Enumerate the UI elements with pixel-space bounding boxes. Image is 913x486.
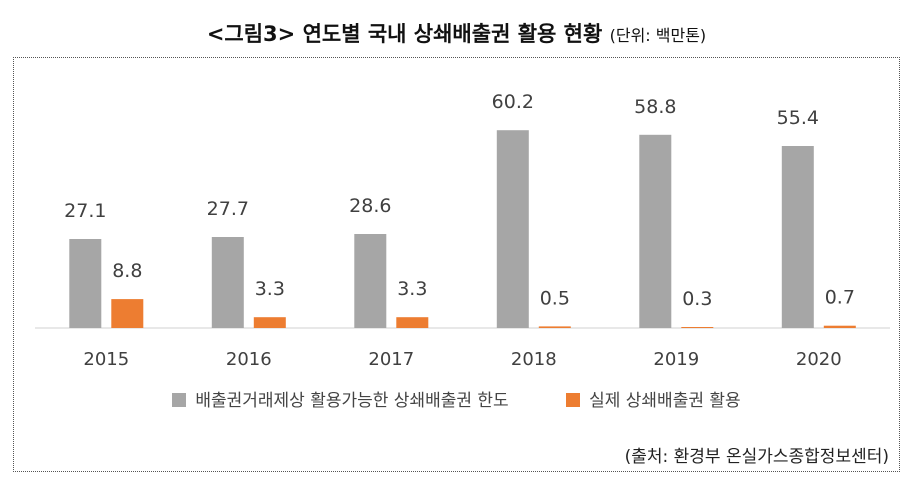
bar-actual-2016 <box>253 317 286 328</box>
legend-item-limit: 배출권거래제상 활용가능한 상쇄배출권 한도 <box>172 386 509 411</box>
data-label-actual-2016: 3.3 <box>255 278 285 300</box>
bar-limit-2019 <box>639 134 672 328</box>
bar-limit-2018 <box>496 130 529 328</box>
data-label-actual-2018: 0.5 <box>540 287 570 309</box>
legend-swatch-actual <box>566 393 581 407</box>
legend: 배출권거래제상 활용가능한 상쇄배출권 한도 실제 상쇄배출권 활용 <box>0 386 913 411</box>
bar-limit-2015 <box>69 239 102 328</box>
x-tick-label-2020: 2020 <box>796 349 842 370</box>
bar-limit-2017 <box>354 234 387 328</box>
bar-actual-2015 <box>111 299 144 328</box>
x-tick-label-2018: 2018 <box>511 349 557 370</box>
legend-label-limit: 배출권거래제상 활용가능한 상쇄배출권 한도 <box>195 391 509 411</box>
data-label-limit-2016: 27.7 <box>207 198 249 220</box>
bar-limit-2016 <box>211 237 244 328</box>
x-tick-label-2019: 2019 <box>653 349 699 370</box>
chart-frame <box>13 57 900 472</box>
chart-title: <그림3> 연도별 국내 상쇄배출권 활용 현황 (단위: 백만톤) <box>0 18 913 48</box>
bar-actual-2019 <box>681 327 714 328</box>
data-label-actual-2017: 3.3 <box>397 278 427 300</box>
x-tick-label-2015: 2015 <box>83 349 129 370</box>
data-label-actual-2019: 0.3 <box>682 288 712 310</box>
legend-swatch-limit <box>172 393 187 407</box>
bar-limit-2020 <box>781 146 814 328</box>
data-label-limit-2018: 60.2 <box>492 91 534 113</box>
x-tick-label-2017: 2017 <box>368 349 414 370</box>
bar-actual-2020 <box>823 325 856 328</box>
data-label-actual-2020: 0.7 <box>825 287 855 309</box>
source-note: (출처: 환경부 온실가스종합정보센터) <box>624 447 889 467</box>
data-label-limit-2019: 58.8 <box>634 96 676 118</box>
legend-item-actual: 실제 상쇄배출권 활용 <box>566 386 741 411</box>
legend-label-actual: 실제 상쇄배출권 활용 <box>589 391 741 411</box>
bar-actual-2017 <box>396 317 429 328</box>
unit-label: (단위: 백만톤) <box>609 26 707 45</box>
chart-title-text: <그림3> 연도별 국내 상쇄배출권 활용 현황 <box>206 22 603 46</box>
x-tick-label-2016: 2016 <box>226 349 272 370</box>
bar-actual-2018 <box>538 326 571 328</box>
data-label-limit-2017: 28.6 <box>349 195 391 217</box>
data-label-limit-2015: 27.1 <box>64 200 106 222</box>
data-label-actual-2015: 8.8 <box>112 260 142 282</box>
data-label-limit-2020: 55.4 <box>777 107 819 129</box>
